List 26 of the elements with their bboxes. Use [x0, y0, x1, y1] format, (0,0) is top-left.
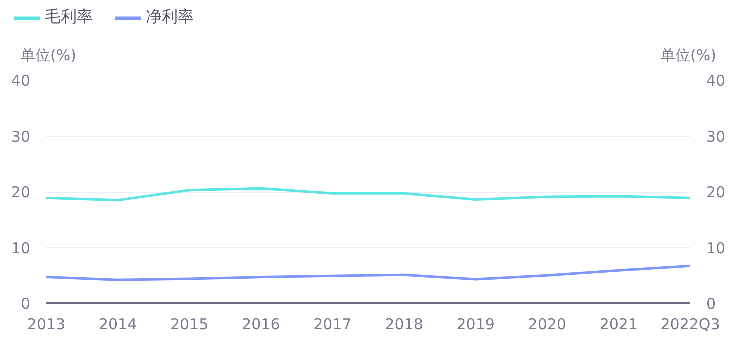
y2-axis-title: 单位(%): [660, 46, 717, 64]
x-tick-label: 2014: [98, 316, 138, 334]
x-tick-label: 2015: [170, 316, 209, 334]
y-tick-label: 20: [11, 184, 31, 202]
y2-tick-label: 20: [706, 184, 726, 202]
x-tick-label: 2016: [242, 316, 280, 334]
x-tick-label: 2022Q3: [660, 316, 720, 334]
x-tick-label: 2013: [27, 316, 66, 334]
x-tick-label: 2018: [385, 316, 424, 334]
x-tick-label: 2020: [528, 316, 566, 334]
line-series: [46, 187, 690, 202]
legend-label: 毛利率: [45, 7, 93, 28]
line-series: [46, 264, 690, 282]
y-tick-label: 30: [11, 128, 31, 146]
y-tick-label: 0: [20, 295, 31, 313]
y-axis-title: 单位(%): [20, 46, 76, 64]
x-tick-label: 2021: [600, 316, 638, 334]
y2-tick-label: 10: [706, 239, 726, 258]
x-tick-label: 2017: [314, 316, 352, 334]
y-tick-label: 10: [11, 239, 31, 258]
y2-tick-label: 0: [706, 295, 716, 313]
y-tick-label: 40: [11, 72, 31, 90]
x-tick-label: 2019: [456, 316, 495, 334]
y2-tick-label: 30: [706, 128, 726, 146]
y2-tick-label: 40: [706, 72, 726, 90]
legend-label: 净利率: [146, 7, 194, 28]
